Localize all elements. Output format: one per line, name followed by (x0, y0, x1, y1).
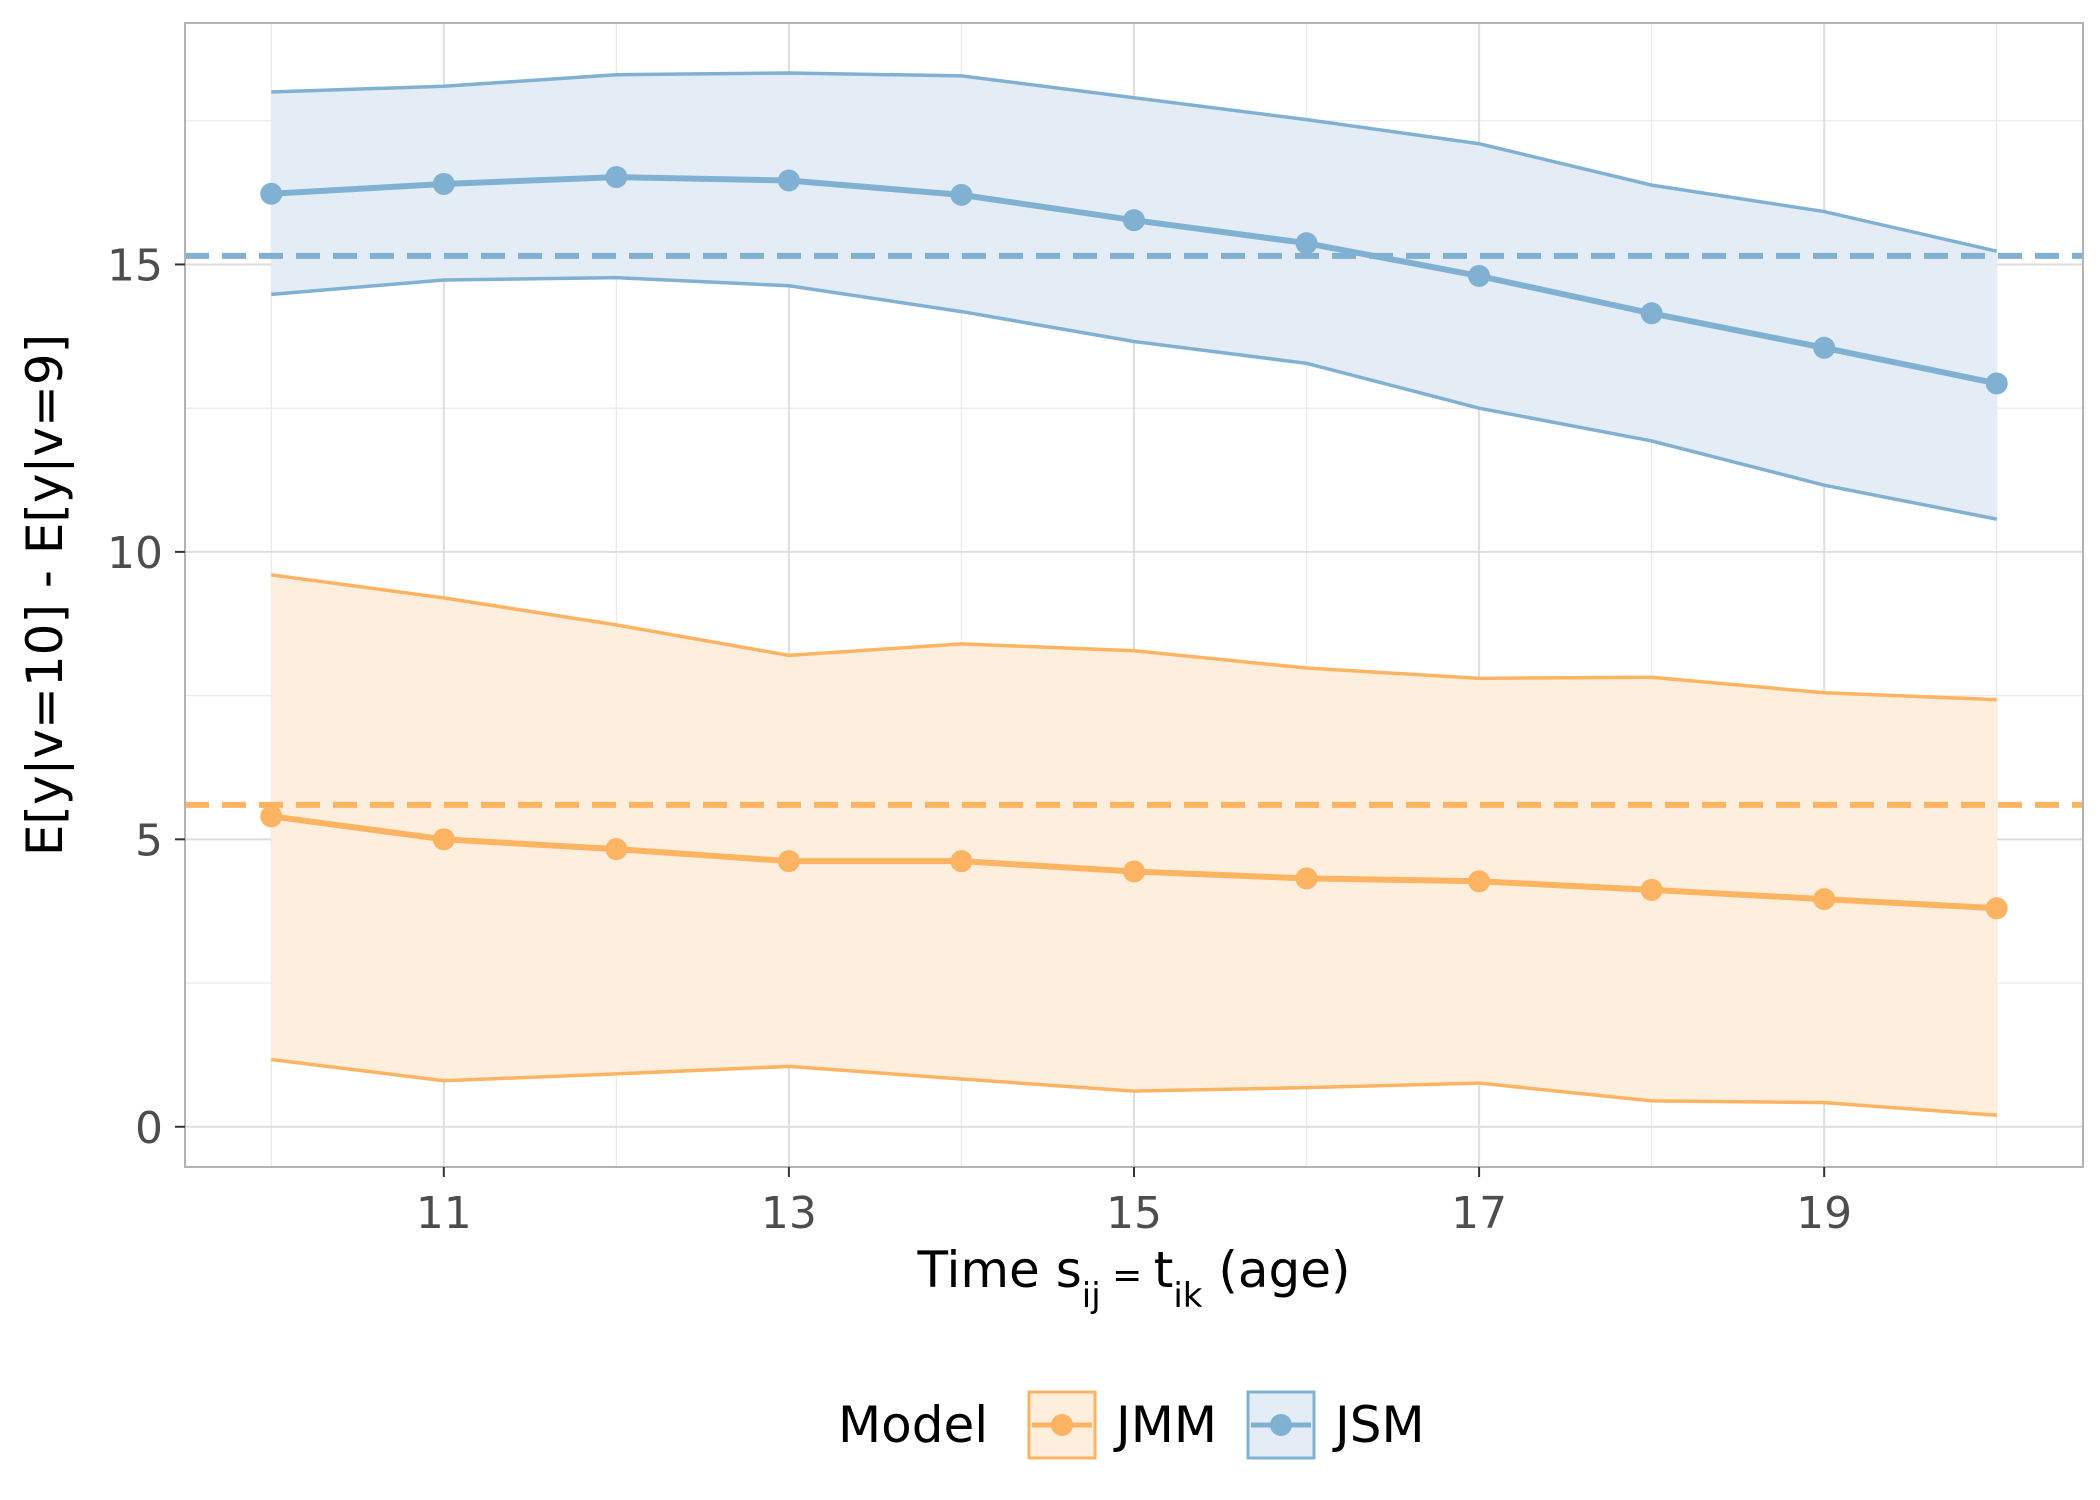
jmm-legend-label: JMM (1113, 1396, 1217, 1454)
jsm-point (432, 172, 455, 195)
x-tick-label: 15 (1106, 1188, 1162, 1239)
jmm-confidence-band (271, 574, 1997, 1116)
y-tick-label: 5 (135, 815, 163, 866)
jsm-confidence-band (271, 73, 1997, 520)
x-axis-title-s: s (1056, 1241, 1082, 1299)
jsm-point (1123, 209, 1145, 232)
legend-keys: JMM JSM (1027, 1390, 1425, 1460)
jsm-lower-bound-line (271, 275, 1998, 521)
jmm-point (1985, 897, 2008, 920)
jmm-point (605, 838, 628, 861)
jmm-point (1468, 870, 1491, 893)
jsm-point (777, 169, 800, 192)
x-axis-title-t: t (1154, 1241, 1174, 1299)
y-axis-ticks: 0 5 10 15 (107, 240, 185, 1154)
jsm-point (950, 183, 973, 206)
x-tick-label: 17 (1451, 1188, 1507, 1239)
x-axis-title-t-sub: ik (1173, 1276, 1202, 1316)
jsm-legend-label: JSM (1332, 1396, 1425, 1454)
jmm-point (1813, 888, 1836, 911)
x-tick-label: 13 (761, 1188, 817, 1239)
jsm-point (605, 166, 628, 189)
x-axis-title: Time sij = tik (age) (916, 1241, 1350, 1316)
x-tick-label: 19 (1796, 1188, 1852, 1239)
jmm-legend-point (1051, 1414, 1073, 1436)
jsm-point (1295, 232, 1318, 255)
legend: Model JMM JSM (838, 1390, 1425, 1460)
jsm-point (1468, 264, 1491, 287)
y-tick-label: 0 (135, 1103, 163, 1154)
jmm-lower-bound-line (271, 1057, 1997, 1118)
x-axis-ticks: 11 13 15 17 19 (416, 1167, 1852, 1239)
x-axis-title-s-sub: ij (1082, 1276, 1101, 1316)
legend-title: Model (838, 1396, 988, 1454)
jmm-point (1640, 878, 1663, 901)
jmm-upper-bound-line (271, 573, 1997, 702)
jsm-point (1640, 302, 1663, 325)
jmm-point (950, 850, 973, 873)
jmm-point (777, 850, 800, 873)
series-points (260, 166, 2008, 920)
confidence-bands (271, 71, 1998, 1118)
jmm-point (1295, 867, 1318, 890)
jsm-point (260, 182, 283, 205)
x-axis-title-suffix: (age) (1203, 1241, 1351, 1299)
jsm-point (1813, 336, 1836, 359)
y-tick-label: 10 (107, 528, 163, 579)
x-tick-label: 11 (416, 1188, 472, 1239)
y-axis-title: E[y|v=10] - E[y|v=9] (16, 334, 74, 856)
jsm-point (1985, 372, 2008, 395)
jsm-legend-point (1270, 1414, 1292, 1436)
jmm-point (1123, 860, 1145, 883)
reference-lines (185, 252, 2083, 808)
jmm-point (432, 828, 455, 851)
jsm-upper-bound-line (271, 71, 1998, 253)
y-tick-label: 15 (107, 240, 163, 291)
jmm-point (260, 805, 283, 828)
x-axis-title-prefix: Time (916, 1241, 1055, 1299)
x-axis-title-eq: = (1101, 1255, 1154, 1296)
